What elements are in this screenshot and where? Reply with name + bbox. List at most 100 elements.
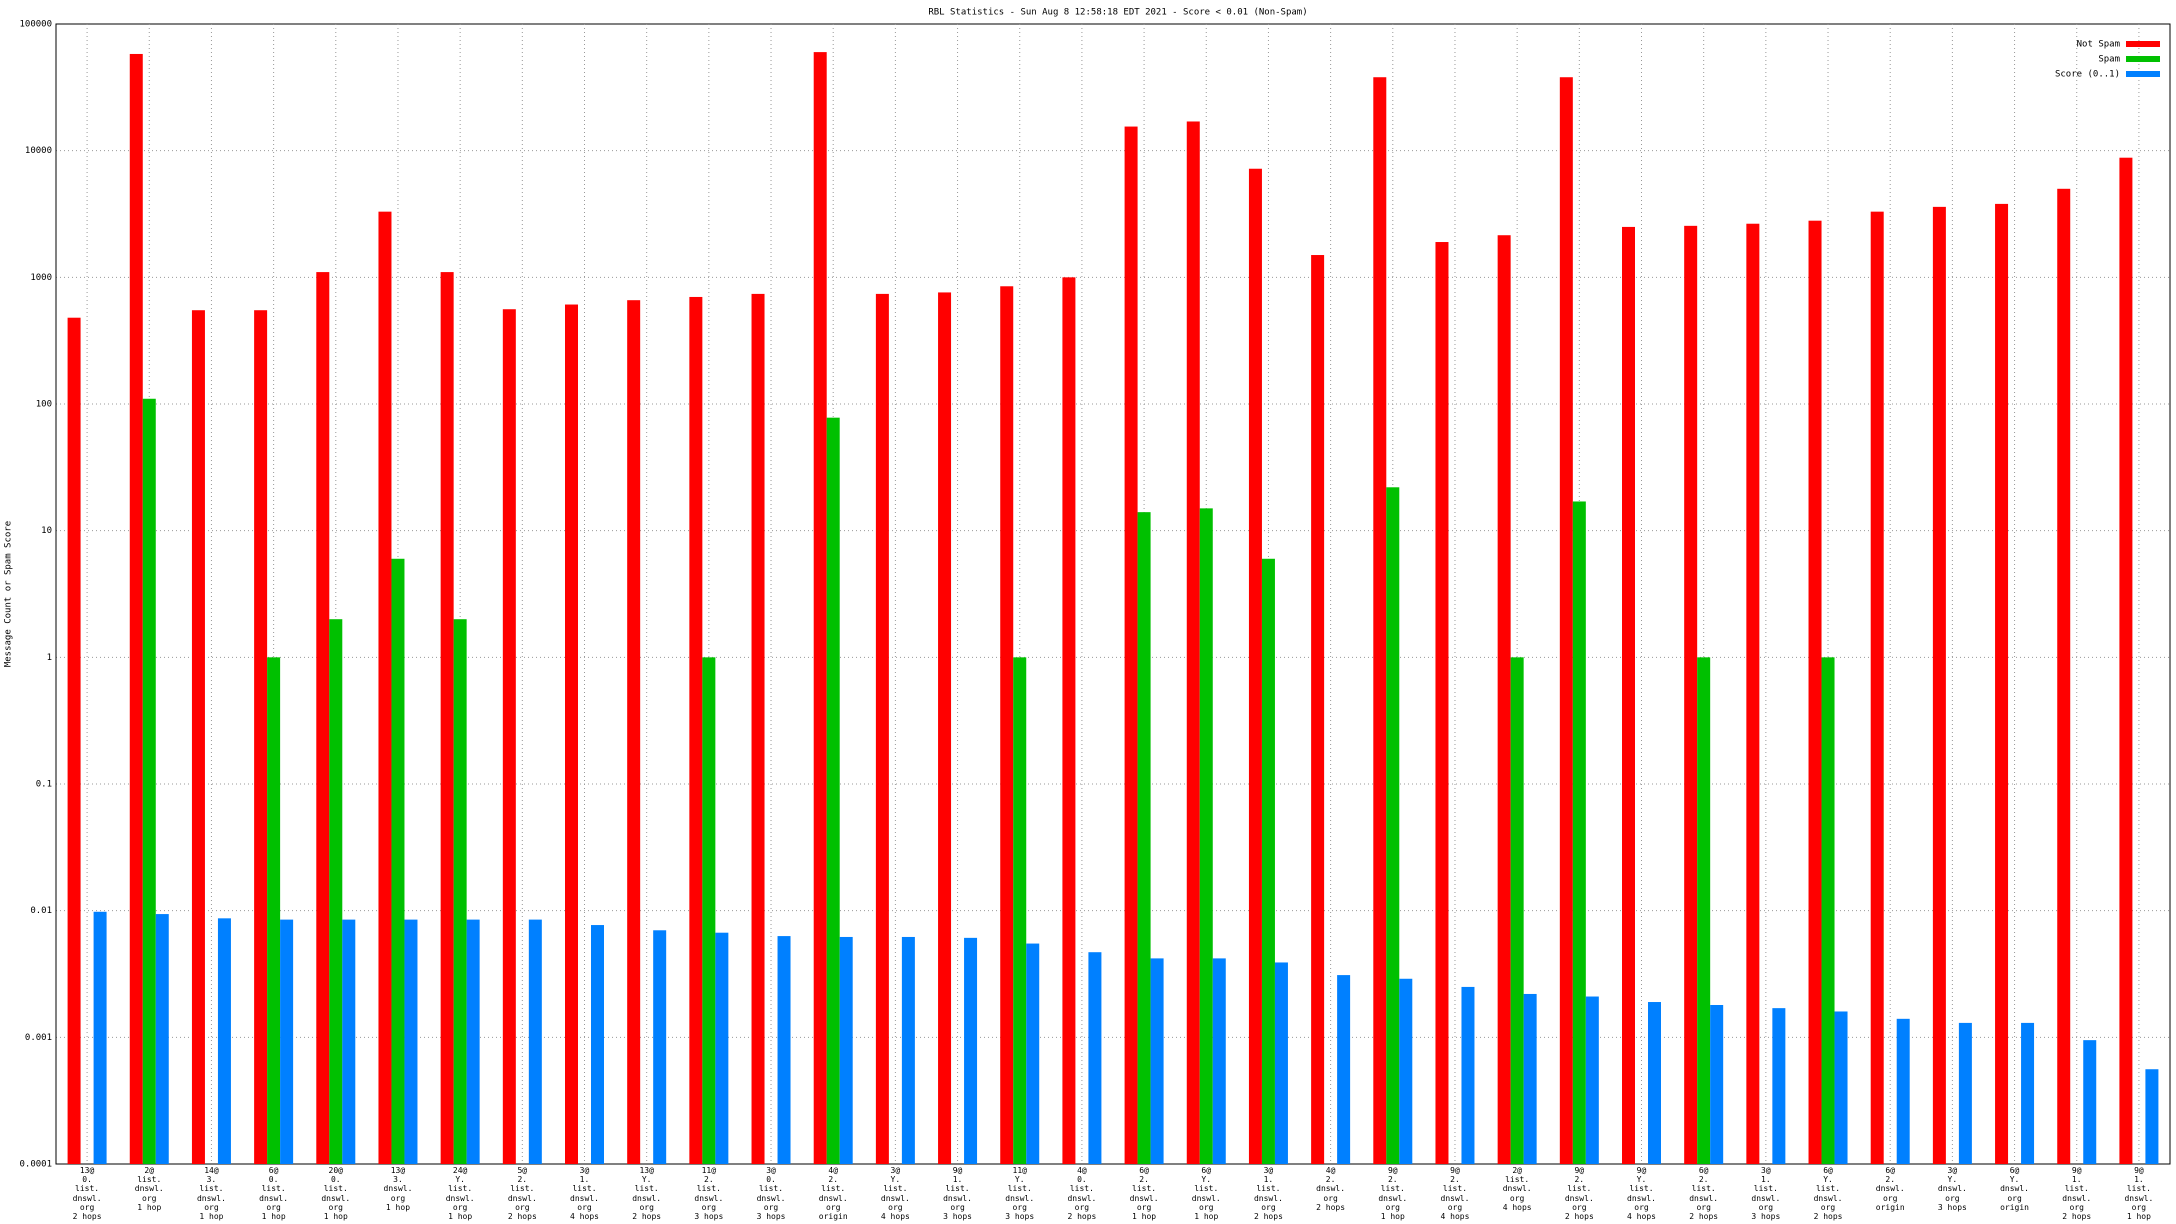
bar — [627, 300, 641, 1164]
legend-label: Not Spam — [2077, 40, 2120, 50]
bar — [129, 53, 143, 1164]
bar — [901, 936, 915, 1164]
x-tick-label: 11@ 2. list. dnswl. org 3 hops — [694, 1166, 724, 1222]
bar — [2057, 188, 2071, 1165]
bar — [2083, 1040, 2097, 1164]
bar — [1386, 487, 1400, 1165]
bar — [1559, 77, 1573, 1164]
bar — [1896, 1018, 1910, 1164]
bar — [528, 919, 542, 1164]
bar — [1523, 993, 1537, 1164]
x-tick-label: 4@ 2. list. dnswl. org origin — [818, 1166, 848, 1222]
bar — [267, 657, 281, 1164]
y-tick-label: 1000 — [30, 273, 52, 283]
x-tick-label: 6@ Y. list. dnswl. org 1 hop — [1191, 1166, 1221, 1222]
bar — [155, 914, 169, 1164]
bar — [1337, 975, 1351, 1164]
x-tick-label: 9@ 1. list. dnswl. org 2 hops — [2062, 1166, 2092, 1222]
x-tick-label: 13@ Y. list. dnswl. org 2 hops — [632, 1166, 662, 1222]
x-tick-label: 20@ 0. list. dnswl. org 1 hop — [321, 1166, 351, 1222]
bar — [751, 293, 765, 1164]
bar — [316, 272, 330, 1164]
x-tick-label: 6@ 0. list. dnswl. org 1 hop — [259, 1166, 289, 1222]
bar — [2145, 1069, 2159, 1164]
bar — [342, 919, 356, 1164]
legend-swatch — [2126, 56, 2160, 62]
bar — [1821, 657, 1835, 1164]
bar — [813, 52, 827, 1165]
x-tick-label: 6@ 2. list. dnswl. org 2 hops — [1689, 1166, 1719, 1222]
bar — [93, 911, 107, 1164]
bar — [938, 292, 952, 1164]
x-tick-label: 13@ 0. list. dnswl. org 2 hops — [72, 1166, 102, 1222]
bar — [142, 398, 156, 1164]
x-tick-label: 6@ 2. dnswl. org origin — [1875, 1166, 1905, 1212]
bar — [1510, 657, 1524, 1164]
y-tick-label: 100 — [36, 400, 52, 410]
bar — [1435, 242, 1449, 1165]
y-tick-label: 1 — [47, 653, 52, 663]
x-tick-label: 9@ 2. list. dnswl. org 2 hops — [1564, 1166, 1594, 1222]
x-tick-label: 3@ Y. list. dnswl. org 4 hops — [880, 1166, 910, 1222]
bar — [1199, 508, 1213, 1164]
bar — [2119, 157, 2133, 1165]
y-tick-label: 10 — [41, 526, 52, 536]
bar — [1772, 1008, 1786, 1164]
bar — [1186, 121, 1200, 1165]
bar — [1274, 962, 1288, 1164]
bar — [1622, 226, 1635, 1164]
bar — [591, 925, 604, 1164]
bar — [1062, 277, 1076, 1164]
y-tick-label: 0.0001 — [19, 1160, 52, 1170]
legend-label: Score (0..1) — [2055, 70, 2120, 80]
legend-swatch — [2126, 41, 2160, 47]
bar — [391, 558, 405, 1164]
bar — [1995, 203, 2009, 1165]
bar — [1710, 1004, 1724, 1164]
bar — [1497, 235, 1511, 1164]
bar — [378, 211, 392, 1164]
bar — [329, 619, 343, 1164]
x-tick-label: 6@ 2. list. dnswl. org 1 hop — [1129, 1166, 1159, 1222]
bar — [1261, 558, 1275, 1164]
y-tick-label: 0.1 — [36, 780, 52, 790]
y-axis-label: Message Count or Spam Score — [4, 521, 14, 667]
bar — [2021, 1022, 2035, 1164]
bar — [1808, 220, 1822, 1165]
x-tick-label: 13@ 3. dnswl. org 1 hop — [383, 1166, 413, 1212]
bar — [280, 919, 294, 1164]
bar — [1137, 512, 1151, 1164]
bar — [1746, 223, 1760, 1165]
x-tick-label: 9@ Y. list. dnswl. org 4 hops — [1627, 1166, 1656, 1222]
y-tick-label: 0.001 — [25, 1033, 52, 1043]
bar — [875, 293, 889, 1164]
bar — [1311, 255, 1325, 1164]
y-tick-label: 10000 — [25, 146, 52, 156]
x-tick-label: 3@ Y. dnswl. org 3 hops — [1937, 1166, 1967, 1212]
bar — [502, 309, 516, 1165]
bar — [1585, 996, 1599, 1164]
bar — [1684, 225, 1698, 1164]
bar — [1648, 1002, 1661, 1164]
bar — [67, 317, 81, 1164]
x-tick-label: 14@ 3. list. dnswl. org 1 hop — [196, 1166, 226, 1222]
bar — [1834, 1011, 1848, 1164]
x-tick-label: 2@ list. dnswl. org 4 hops — [1502, 1166, 1532, 1212]
bar — [1248, 168, 1262, 1164]
bar — [702, 657, 716, 1164]
bar — [1932, 206, 1946, 1164]
x-tick-label: 4@ 0. list. dnswl. org 2 hops — [1067, 1166, 1097, 1222]
bar — [1026, 943, 1040, 1164]
x-tick-label: 5@ 2. list. dnswl. org 2 hops — [507, 1166, 537, 1222]
bar — [777, 936, 791, 1164]
x-tick-label: 9@ 1. list. dnswl. org 3 hops — [943, 1166, 972, 1222]
bar — [1461, 986, 1475, 1164]
x-tick-label: 11@ Y. list. dnswl. org 3 hops — [1005, 1166, 1035, 1222]
bar — [964, 937, 978, 1164]
bar — [1000, 286, 1014, 1165]
x-tick-label: 9@ 2. list. dnswl. org 4 hops — [1440, 1166, 1470, 1222]
x-tick-label: 24@ Y. list. dnswl. org 1 hop — [445, 1166, 475, 1222]
x-tick-label: 2@ list. dnswl. org 1 hop — [134, 1166, 164, 1212]
x-tick-label: 3@ 0. list. dnswl. org 3 hops — [756, 1166, 786, 1222]
legend-swatch — [2126, 71, 2160, 77]
